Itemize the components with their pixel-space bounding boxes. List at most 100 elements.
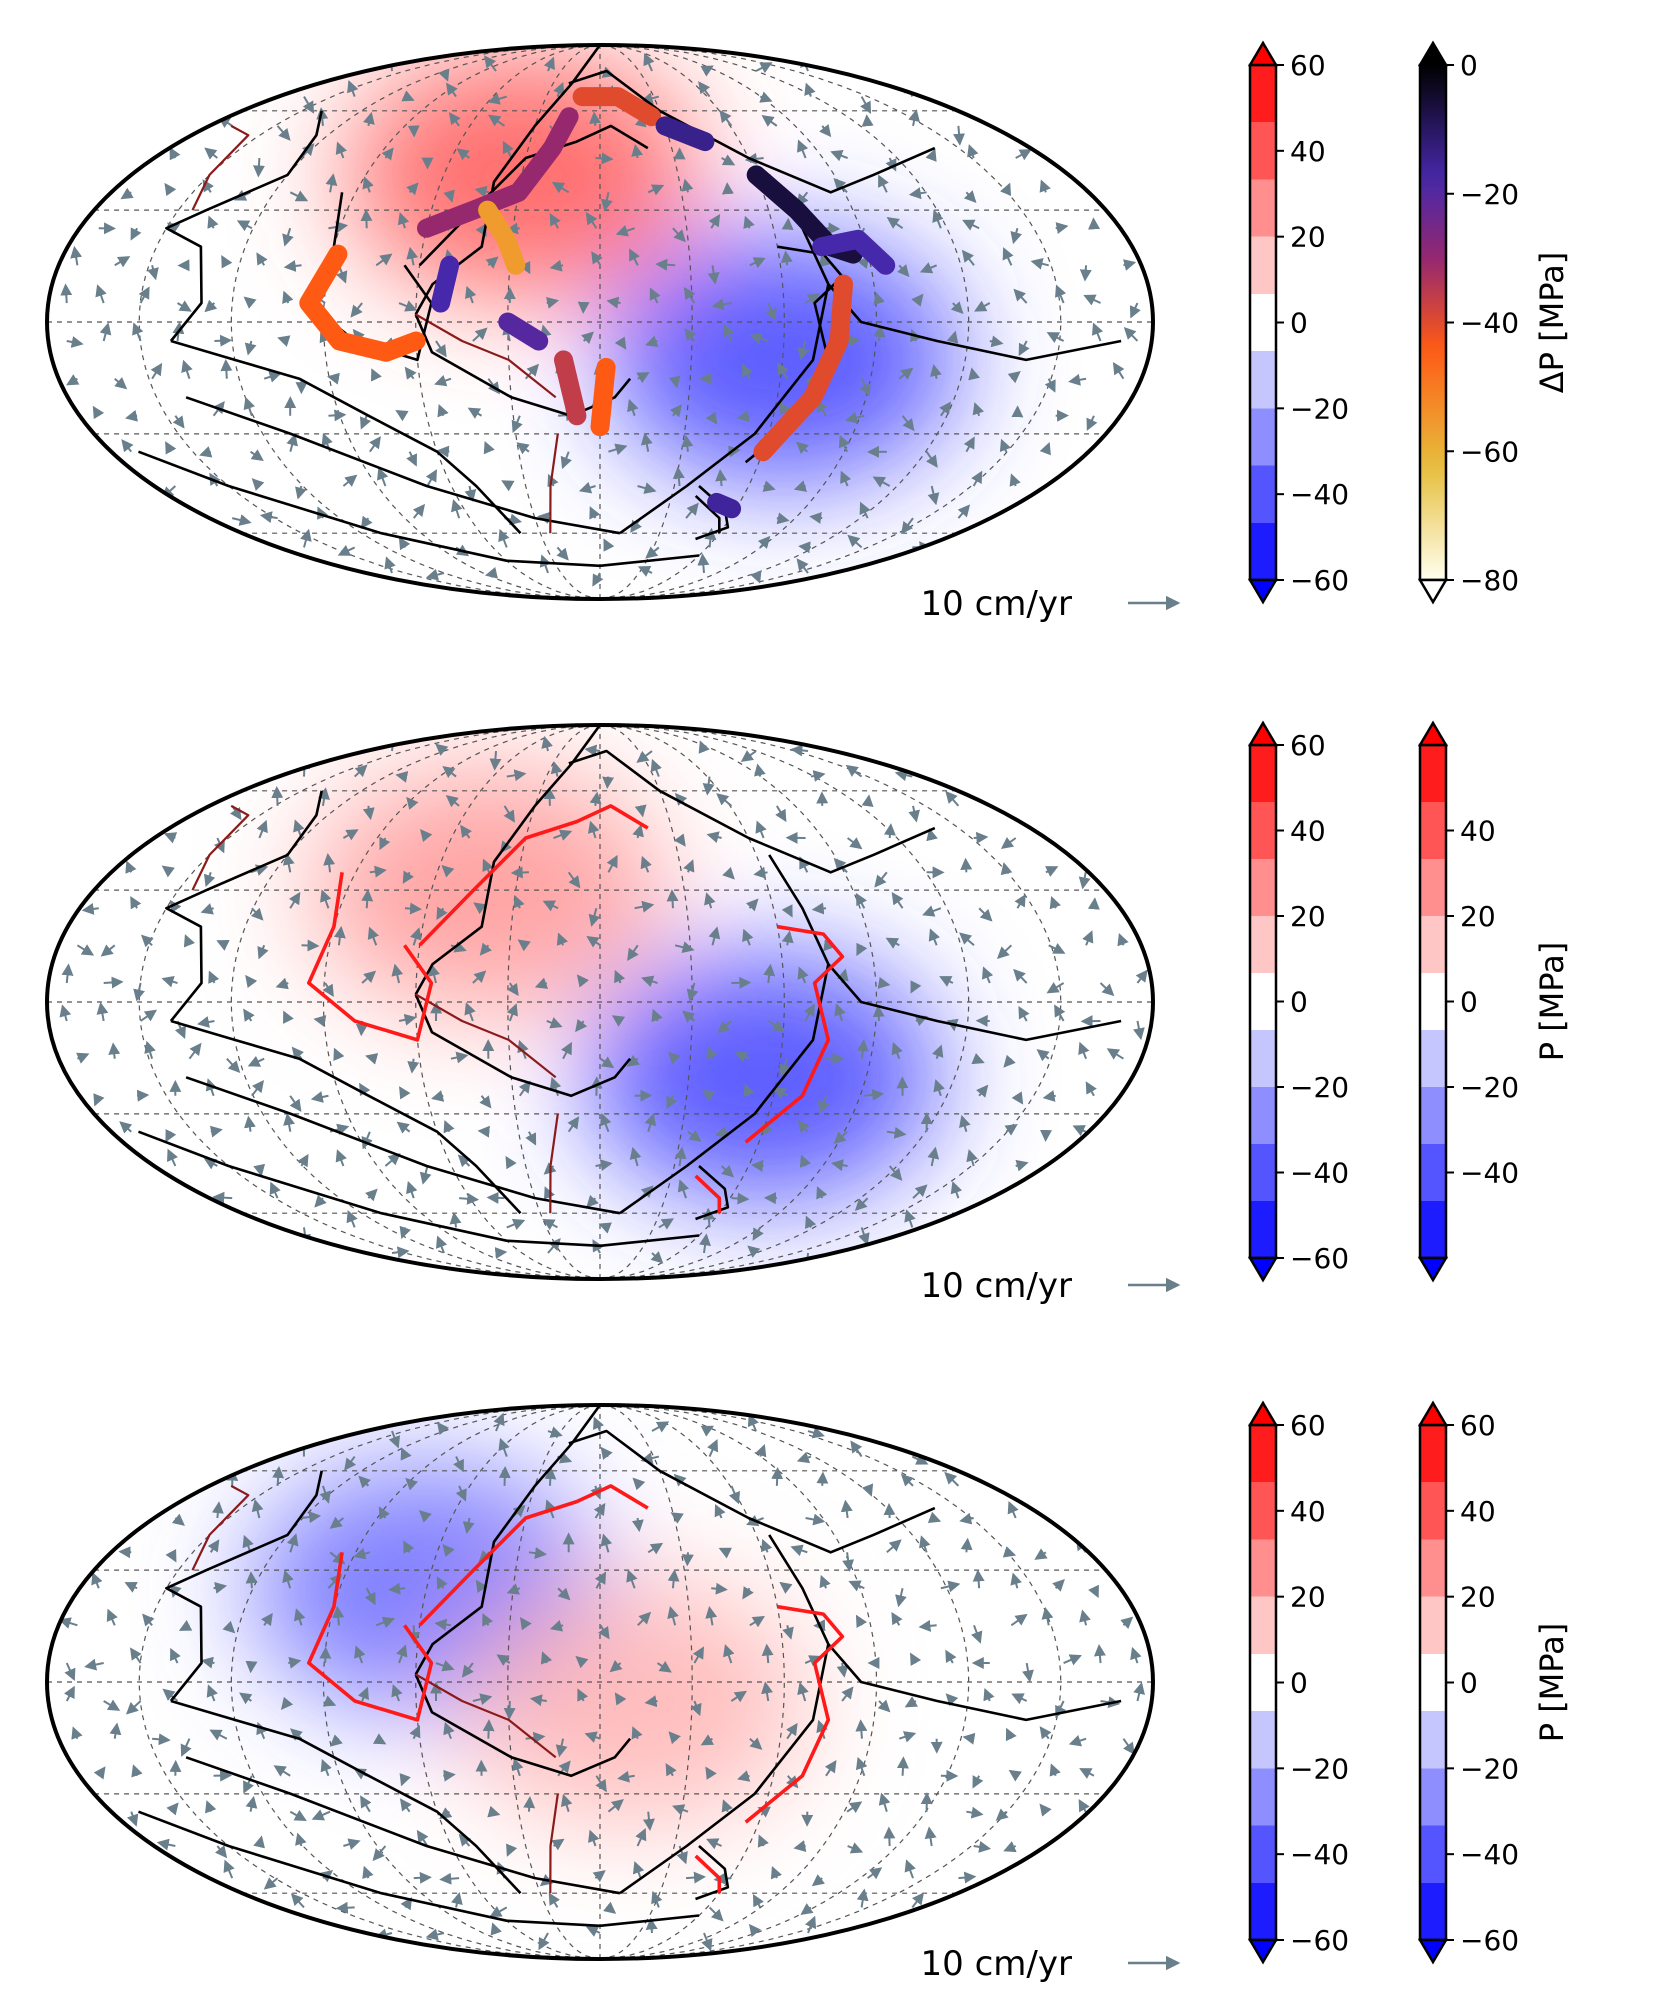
colorbar-tick-label: 0 (1290, 307, 1308, 340)
colorbar-tick-label: −40 (1290, 478, 1349, 511)
subduction-zone (744, 924, 845, 1144)
map-panel-2: 10 cm/yr 60 40 20 0 −20 −40 −60 40 20 0 −20 −40 P [MP… (45, 720, 1571, 1306)
subduction-tube (590, 357, 616, 437)
colorbar-tick-label: 60 (1460, 1409, 1496, 1442)
graticule (47, 725, 1153, 1279)
extend-min-triangle (1417, 578, 1449, 605)
colorbar-tick-label: −20 (1290, 392, 1349, 425)
pressure-field (47, 1405, 1153, 1959)
extend-min-triangle (1247, 1256, 1279, 1283)
velocity-arrows (59, 732, 1148, 1272)
subduction-zone (418, 804, 649, 947)
subduction-tube (431, 255, 460, 313)
colorbar-tick-label: 40 (1460, 1495, 1496, 1528)
subduction-zone (744, 1604, 845, 1824)
colorbar-tick-label: −60 (1290, 1924, 1349, 1957)
subduction-tube (812, 229, 896, 275)
subduction-tube (554, 350, 587, 426)
colorbar-tick-label: 60 (1290, 729, 1326, 762)
colorbar-tick-label: −80 (1460, 564, 1519, 597)
extend-min-triangle (1247, 1938, 1279, 1965)
velocity-scale-label: 10 cm/yr (921, 1944, 1072, 1984)
pressure-field (47, 725, 1153, 1279)
colorbar-tick-label: −40 (1460, 1838, 1519, 1871)
colorbar-tick-label: 0 (1290, 986, 1308, 1019)
velocity-scale: 10 cm/yr (921, 584, 1181, 624)
colorbar-tick-label: −40 (1290, 1157, 1349, 1190)
colorbar-tick-label: 60 (1290, 1409, 1326, 1442)
subduction-tube (417, 107, 579, 238)
pressure-field (47, 45, 1153, 599)
colorbar-tick-label: 40 (1290, 1495, 1326, 1528)
extend-max-triangle (1417, 40, 1449, 67)
field-low (585, 952, 940, 1202)
colorbar-tick-label: −60 (1290, 564, 1349, 597)
velocity-arrows (58, 1412, 1145, 1952)
colorbar-tick-label: −20 (1460, 1071, 1519, 1104)
subduction-tube (498, 312, 549, 351)
subduction-tube (572, 87, 662, 127)
colorbar-tick-label: 20 (1290, 221, 1326, 254)
delta-p-tubes (299, 87, 896, 519)
colorbar-tick-label: 60 (1290, 49, 1326, 82)
subduction-zone (307, 1552, 434, 1722)
subduction-zone (694, 1174, 722, 1214)
colorbar-2: 40 20 0 −20 −40 P [MPa] (1417, 720, 1571, 1283)
colorbar-1: 60 40 20 0 −20 −40 −60 (1247, 720, 1349, 1283)
colorbar-tick-label: 20 (1460, 1581, 1496, 1614)
field-high (453, 1576, 808, 1826)
colorbar-2: 60 40 20 0 −20 −40 −60 P [MPa] (1417, 1400, 1571, 1965)
colorbar-tick-label: 40 (1460, 815, 1496, 848)
extend-min-triangle (1417, 1938, 1449, 1965)
colorbar-tick-label: −40 (1290, 1838, 1349, 1871)
colorbar-tick-label: 0 (1460, 1667, 1478, 1700)
map-outline (45, 1403, 1155, 1961)
subduction-tube (299, 244, 426, 362)
colorbar-1: 60 40 20 0 −20 −40 −60 (1247, 40, 1349, 605)
colorbar-tick-label: −40 (1460, 1157, 1519, 1190)
colorbar-tick-label: 0 (1460, 49, 1478, 82)
colorbar-tick-label: 20 (1290, 1581, 1326, 1614)
subduction-tube (707, 492, 742, 519)
subduction-tube (655, 116, 715, 152)
velocity-scale-label: 10 cm/yr (921, 1266, 1072, 1306)
velocity-scale: 10 cm/yr (921, 1944, 1181, 1984)
colorbar-1: 60 40 20 0 −20 −40 −60 (1247, 1400, 1349, 1965)
colorbar-tick-label: 20 (1460, 900, 1496, 933)
extend-min-triangle (1247, 578, 1279, 605)
subduction-zone (307, 872, 434, 1042)
map-panel-1: 10 cm/yr 60 40 20 0 −20 −40 −60 0 −20 −40 −60 −80 ΔP … (45, 40, 1571, 624)
map-outline (45, 723, 1155, 1281)
extend-max-triangle (1247, 720, 1279, 747)
colorbar-title: P [MPa] (1533, 942, 1571, 1062)
extend-max-triangle (1417, 1400, 1449, 1427)
colorbar-tick-label: −60 (1290, 1242, 1349, 1275)
subduction-zone (418, 1484, 649, 1627)
colorbar-tick-label: 0 (1460, 986, 1478, 1019)
plate-boundaries (138, 725, 1122, 1248)
velocity-scale: 10 cm/yr (921, 1266, 1181, 1306)
colorbar-tick-label: −40 (1460, 307, 1519, 340)
colorbar-tick-label: 40 (1290, 135, 1326, 168)
colorbar-tick-label: −20 (1460, 178, 1519, 211)
extend-max-triangle (1247, 40, 1279, 67)
extend-min-triangle (1417, 1256, 1449, 1283)
colorbar-title: ΔP [MPa] (1533, 252, 1571, 393)
map-outline (45, 43, 1155, 601)
colorbar-tick-label: −20 (1460, 1752, 1519, 1785)
subduction-tube (478, 200, 526, 275)
colorbar-2: 0 −20 −40 −60 −80 ΔP [MPa] (1417, 40, 1571, 605)
colorbar-tick-label: −20 (1290, 1071, 1349, 1104)
velocity-scale-label: 10 cm/yr (921, 584, 1072, 624)
colorbar-title: P [MPa] (1533, 1623, 1571, 1743)
subduction-tube (753, 274, 853, 462)
extend-max-triangle (1417, 720, 1449, 747)
subduction-zone (694, 1854, 722, 1894)
colorbar-tick-label: −60 (1460, 1924, 1519, 1957)
extend-max-triangle (1247, 1400, 1279, 1427)
colorbar-tick-label: 40 (1290, 815, 1326, 848)
map-panel-3: 10 cm/yr 60 40 20 0 −20 −40 −60 60 40 20 0 −20 −40 −60… (45, 1400, 1571, 1984)
colorbar-tick-label: −60 (1460, 435, 1519, 468)
colorbar-tick-label: −20 (1290, 1752, 1349, 1785)
